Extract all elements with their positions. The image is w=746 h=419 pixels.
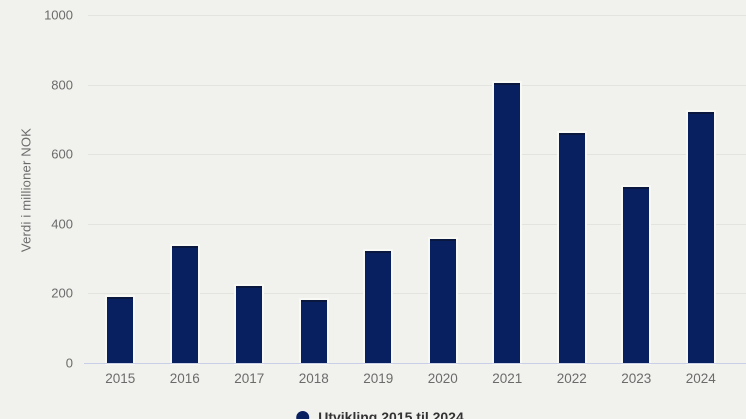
y-tick-label: 0 [65,355,73,371]
gridline [88,84,746,86]
bar-2016 [171,246,198,363]
x-tick-label: 2022 [556,371,587,386]
x-tick-label: 2016 [169,371,200,386]
bar-2021 [494,83,521,363]
x-tick-label: 2015 [105,371,136,386]
gridline [88,154,746,156]
y-tick-label: 400 [51,216,73,232]
bar-2019 [365,251,392,363]
x-axis-line [84,363,746,364]
y-tick-label: 1000 [44,7,73,23]
bar-2024 [687,112,714,363]
bar-2015 [107,297,134,363]
legend-label: Utvikling 2015 til 2024 [318,409,464,419]
x-tick-label: 2020 [427,371,458,386]
x-tick-label: 2019 [363,371,394,386]
x-tick-label: 2023 [621,371,652,386]
bar-2020 [429,239,456,363]
legend-circle-icon [296,410,310,419]
bar-2017 [236,286,263,363]
x-tick-label: 2018 [298,371,329,386]
gridline [88,15,746,16]
gridline [88,223,746,225]
bar-2023 [623,187,650,363]
x-tick-label: 2017 [234,371,265,386]
gridline [88,293,746,295]
x-tick-label: 2024 [685,371,716,386]
bar-2018 [300,300,327,363]
y-tick-label: 600 [51,146,73,162]
x-tick-label: 2021 [492,371,523,386]
y-tick-label: 200 [51,285,73,301]
bar-2022 [558,133,585,363]
legend-item[interactable]: Utvikling 2015 til 2024 [296,409,464,419]
y-tick-label: 800 [51,77,73,93]
